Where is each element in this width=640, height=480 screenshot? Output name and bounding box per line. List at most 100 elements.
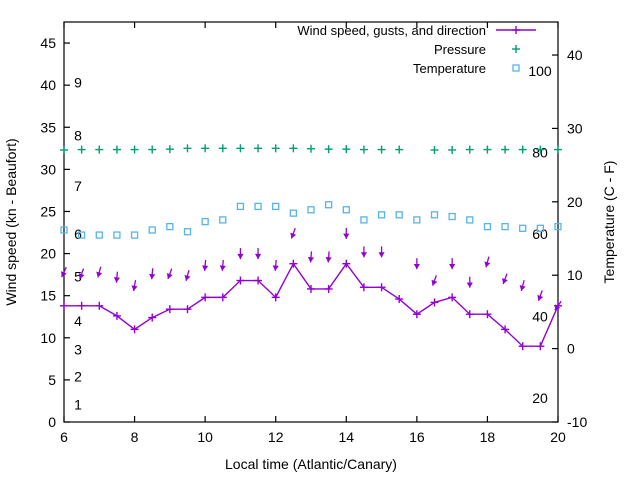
square-marker — [60, 226, 68, 234]
beaufort-label: 9 — [74, 75, 82, 91]
arrow-head — [537, 294, 544, 301]
arrow-head — [378, 252, 385, 258]
wind-direction-arrow — [61, 266, 67, 278]
beaufort-label: 1 — [74, 396, 82, 412]
series-temperature — [60, 201, 562, 239]
y-tick-label: 0 — [48, 414, 56, 430]
arrow-head — [431, 279, 438, 286]
beaufort-label: 7 — [74, 178, 82, 194]
square-marker — [519, 224, 527, 232]
wind-direction-arrow — [325, 251, 332, 263]
square-marker — [395, 211, 403, 219]
arrow-head — [202, 265, 209, 271]
y2-tick-label: 40 — [567, 47, 583, 63]
square-marker — [324, 201, 333, 209]
y-tick-label: 30 — [40, 161, 56, 177]
wind-direction-arrow — [343, 227, 350, 239]
square-marker — [77, 231, 86, 239]
fahrenheit-label: 20 — [532, 390, 548, 406]
series-gust-arrows — [61, 227, 562, 311]
wind-direction-arrow — [502, 273, 508, 285]
fahrenheit-label: 100 — [528, 63, 552, 79]
x-tick-label: 10 — [197, 429, 213, 445]
arrow-head — [325, 256, 332, 263]
arrow-head — [484, 261, 491, 268]
series-pressure — [60, 144, 562, 154]
wind-direction-arrow — [149, 268, 156, 280]
wind-direction-arrow — [554, 300, 562, 311]
square-marker — [536, 224, 545, 232]
chart-legend: Wind speed, gusts, and direction Pressure… — [297, 23, 536, 76]
wind-direction-arrow — [290, 227, 297, 239]
square-marker — [342, 206, 350, 214]
arrow-head — [254, 253, 262, 260]
arrow-head — [290, 232, 297, 239]
wind-direction-arrow — [537, 290, 544, 302]
y2-tick-label: -10 — [567, 414, 587, 430]
arrow-head — [413, 263, 420, 270]
square-marker — [413, 216, 421, 224]
square-marker — [448, 212, 456, 221]
x-tick-label: 12 — [268, 429, 284, 445]
y-tick-label: 10 — [40, 330, 56, 346]
arrow-head — [113, 277, 120, 283]
y-axis-left-ticks: 0 5 10 15 20 25 30 35 40 45 — [40, 35, 70, 430]
square-marker — [501, 222, 509, 231]
y-tick-label: 15 — [40, 288, 56, 304]
square-marker — [254, 202, 262, 211]
wind-direction-arrow — [413, 258, 420, 270]
square-marker — [483, 222, 492, 231]
wind-direction-arrow — [254, 248, 262, 260]
wind-direction-arrow — [307, 251, 315, 263]
fahrenheit-label: 40 — [532, 308, 548, 324]
square-marker — [236, 202, 245, 211]
y-tick-label: 45 — [40, 35, 56, 51]
x-tick-label: 14 — [338, 429, 354, 445]
arrow-head — [272, 265, 279, 271]
square-marker — [554, 222, 562, 231]
wind-direction-arrow — [519, 280, 526, 292]
arrow-head — [149, 273, 156, 280]
wind-direction-arrow — [272, 259, 279, 271]
wind-direction-arrow — [131, 280, 138, 292]
arrow-head — [343, 233, 350, 239]
square-marker — [466, 216, 474, 224]
beaufort-label: 5 — [74, 268, 82, 284]
y-axis-right-ticks: -10 0 10 20 30 40 — [552, 47, 587, 430]
wind-direction-arrow — [466, 276, 473, 288]
y2-tick-label: 30 — [567, 120, 583, 136]
x-tick-label: 6 — [60, 429, 68, 445]
wind-direction-arrow — [378, 246, 385, 258]
arrow-head — [360, 252, 368, 258]
arrow-head — [219, 265, 226, 271]
arrow-head — [166, 273, 173, 279]
arrow-head — [466, 282, 473, 288]
y-tick-label: 5 — [48, 372, 56, 388]
wind-direction-arrow — [431, 275, 438, 286]
arrow-head — [78, 273, 85, 279]
arrow-head — [237, 253, 244, 260]
y2-tick-label: 10 — [567, 267, 583, 283]
arrow-head — [519, 285, 526, 291]
y-axis-right-title: Temperature (C - F) — [601, 161, 617, 284]
beaufort-label: 2 — [74, 369, 82, 385]
square-marker — [512, 64, 520, 72]
square-marker — [377, 211, 386, 219]
wind-direction-arrow — [237, 248, 244, 260]
wind-direction-arrow — [78, 268, 85, 280]
legend-label: Pressure — [434, 42, 486, 57]
y-tick-label: 25 — [40, 203, 56, 219]
square-marker — [219, 216, 227, 224]
square-marker — [95, 231, 103, 239]
arrow-head — [184, 274, 191, 281]
wind-direction-arrow — [360, 246, 368, 258]
arrow-head — [449, 263, 456, 270]
wind-direction-arrow — [184, 269, 191, 281]
y-tick-label: 20 — [40, 246, 56, 262]
wind-direction-arrow — [166, 268, 173, 280]
fahrenheit-label: 60 — [532, 226, 548, 242]
wind-direction-arrow — [202, 259, 209, 271]
square-marker — [130, 231, 139, 239]
